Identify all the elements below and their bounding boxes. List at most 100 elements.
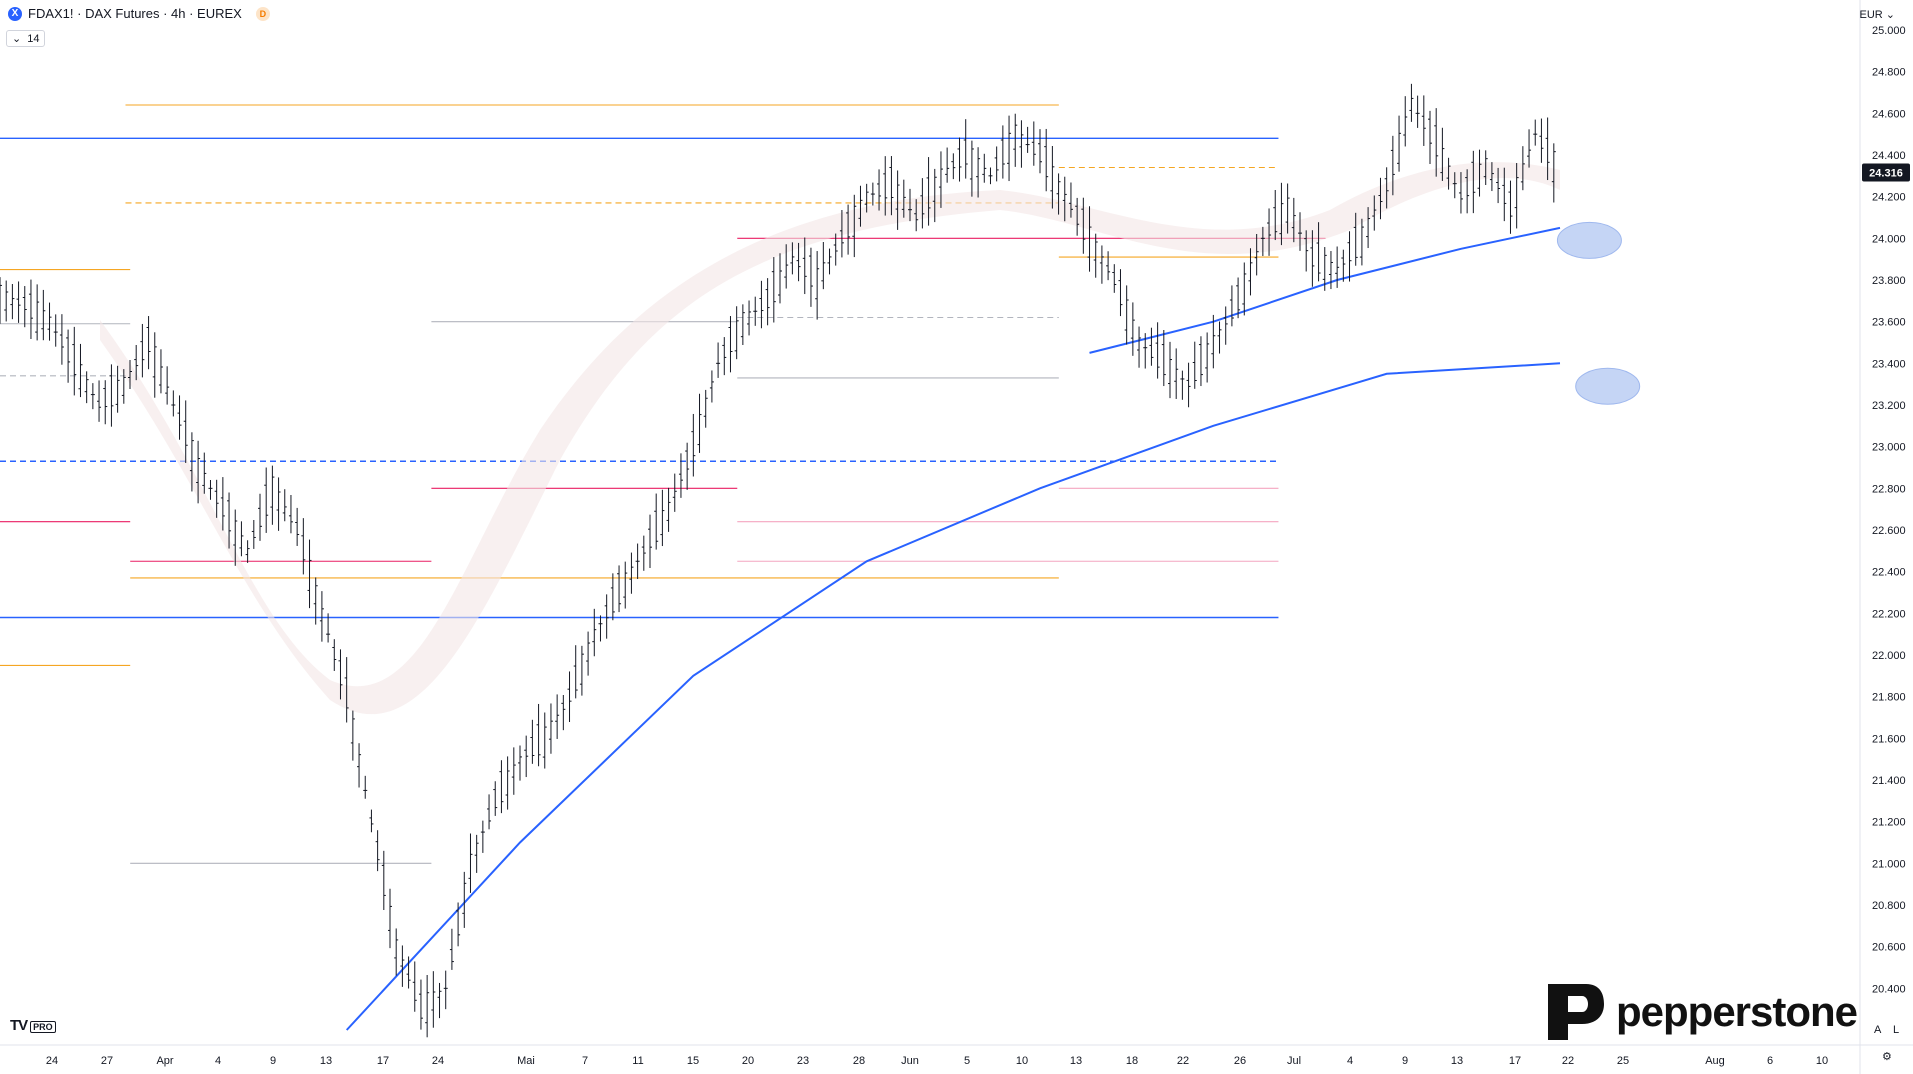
ohlc-bar <box>771 257 776 323</box>
ohlc-bar <box>1236 277 1241 319</box>
ohlc-bar <box>152 332 157 398</box>
ohlc-bar <box>121 369 126 404</box>
ohlc-bar <box>1198 336 1203 387</box>
y-tick-label: 23.800 <box>1872 275 1906 287</box>
log-scale-button[interactable]: L <box>1893 1024 1900 1036</box>
y-tick-label: 20.800 <box>1872 900 1906 912</box>
x-tick-label: 18 <box>1126 1055 1138 1067</box>
ohlc-bar <box>542 712 547 769</box>
indicator-toggle[interactable]: ⌄ 14 <box>6 30 46 47</box>
ohlc-bar <box>1372 195 1377 231</box>
y-tick-label: 21.800 <box>1872 692 1906 704</box>
ohlc-bar <box>1081 197 1086 254</box>
y-tick-label: 23.000 <box>1872 442 1906 454</box>
chevron-down-icon[interactable]: ⌄ <box>12 33 22 45</box>
x-tick-label: 10 <box>1816 1055 1828 1067</box>
ohlc-bar <box>1075 197 1080 236</box>
ohlc-bar <box>1322 247 1327 291</box>
x-tick-label: 9 <box>1402 1055 1408 1067</box>
ohlc-bar <box>53 314 58 347</box>
last-price-label: 24.316 <box>1869 168 1903 180</box>
ohlc-bar <box>480 820 485 853</box>
ohlc-bar <box>487 794 492 830</box>
ohlc-bar <box>524 735 529 778</box>
y-tick-label: 24.000 <box>1872 233 1906 245</box>
ohlc-bar <box>697 393 702 453</box>
ohlc-bar <box>158 349 163 394</box>
ohlc-bar <box>1124 285 1129 345</box>
ohlc-bar <box>833 233 838 266</box>
ohlc-bar <box>617 565 622 613</box>
ohlc-bar <box>499 760 504 814</box>
ohlc-bar <box>1551 143 1556 203</box>
ohlc-bar <box>536 703 541 767</box>
ohlc-bar <box>790 242 795 275</box>
ohlc-bar <box>233 509 238 566</box>
ohlc-bar <box>1025 126 1030 153</box>
ohlc-bar <box>1229 285 1234 327</box>
ohlc-bar <box>808 247 813 307</box>
ohlc-bar <box>1019 120 1024 168</box>
ohlc-bar <box>369 809 374 833</box>
ohlc-bar <box>1056 173 1061 215</box>
exchange-icon: X <box>8 6 22 21</box>
symbol-title[interactable]: FDAX1! · DAX Futures · 4h · EUREX <box>28 6 242 21</box>
indicator-count: 14 <box>27 32 40 45</box>
ohlc-bar <box>239 521 244 557</box>
x-tick-label: 13 <box>1451 1055 1463 1067</box>
ohlc-bar <box>134 345 139 381</box>
ohlc-bar <box>437 982 442 1019</box>
y-tick-label: 24.600 <box>1872 108 1906 120</box>
ohlc-bar <box>901 179 906 218</box>
ohlc-bar <box>994 146 999 182</box>
currency-label[interactable]: EUR ⌄ <box>1859 9 1895 21</box>
ohlc-bar <box>728 316 733 373</box>
ohlc-bar <box>16 281 21 323</box>
ohlc-bar <box>1044 128 1049 192</box>
tradingview-logo: TV PRO <box>10 1017 56 1034</box>
ohlc-bar <box>709 370 714 403</box>
ohlc-bar <box>1378 177 1383 220</box>
ohlc-bar <box>703 389 708 428</box>
symbol-header[interactable]: X FDAX1! · DAX Futures · 4h · EUREX D <box>8 6 270 21</box>
ohlc-bar <box>1038 129 1042 174</box>
ohlc-bar <box>307 539 312 609</box>
x-tick-label: 20 <box>742 1055 754 1067</box>
y-tick-label: 22.200 <box>1872 608 1906 620</box>
ohlc-bar <box>518 745 522 781</box>
ohlc-bar <box>1298 212 1302 251</box>
x-tick-label: 23 <box>797 1055 809 1067</box>
ohlc-bar <box>1471 150 1476 214</box>
trend-line-long <box>345 362 1561 1031</box>
ohlc-bar <box>412 961 417 1012</box>
ohlc-bar <box>1421 95 1426 146</box>
ohlc-bar <box>796 242 801 282</box>
ohlc-bar <box>338 649 343 700</box>
auto-scale-button[interactable]: A <box>1874 1024 1882 1036</box>
ohlc-bar <box>802 237 807 295</box>
ohlc-bar <box>765 278 770 326</box>
ohlc-bar <box>883 156 888 216</box>
ohlc-bar <box>251 520 256 549</box>
ohlc-bar <box>629 552 634 594</box>
ohlc-bar <box>555 694 560 739</box>
ohlc-bar <box>648 514 652 568</box>
y-tick-label: 25.000 <box>1872 25 1906 37</box>
settings-icon[interactable]: ⚙ <box>1882 1051 1892 1063</box>
ohlc-bar <box>1465 169 1470 214</box>
ohlc-bar <box>784 244 789 289</box>
ohlc-bar <box>449 928 454 970</box>
ohlc-bar <box>1403 96 1408 147</box>
ohlc-bar <box>313 577 318 625</box>
ohlc-bar <box>1384 167 1389 209</box>
ohlc-bar <box>914 199 919 232</box>
ohlc-bar <box>10 284 15 320</box>
y-tick-label: 22.400 <box>1872 567 1906 579</box>
x-tick-label: 24 <box>432 1055 444 1067</box>
ohlc-bar <box>1242 262 1247 316</box>
ohlc-bar <box>400 945 405 987</box>
ohlc-bar <box>72 326 77 396</box>
ohlc-bar <box>1112 264 1117 293</box>
y-tick-label: 21.400 <box>1872 775 1906 787</box>
